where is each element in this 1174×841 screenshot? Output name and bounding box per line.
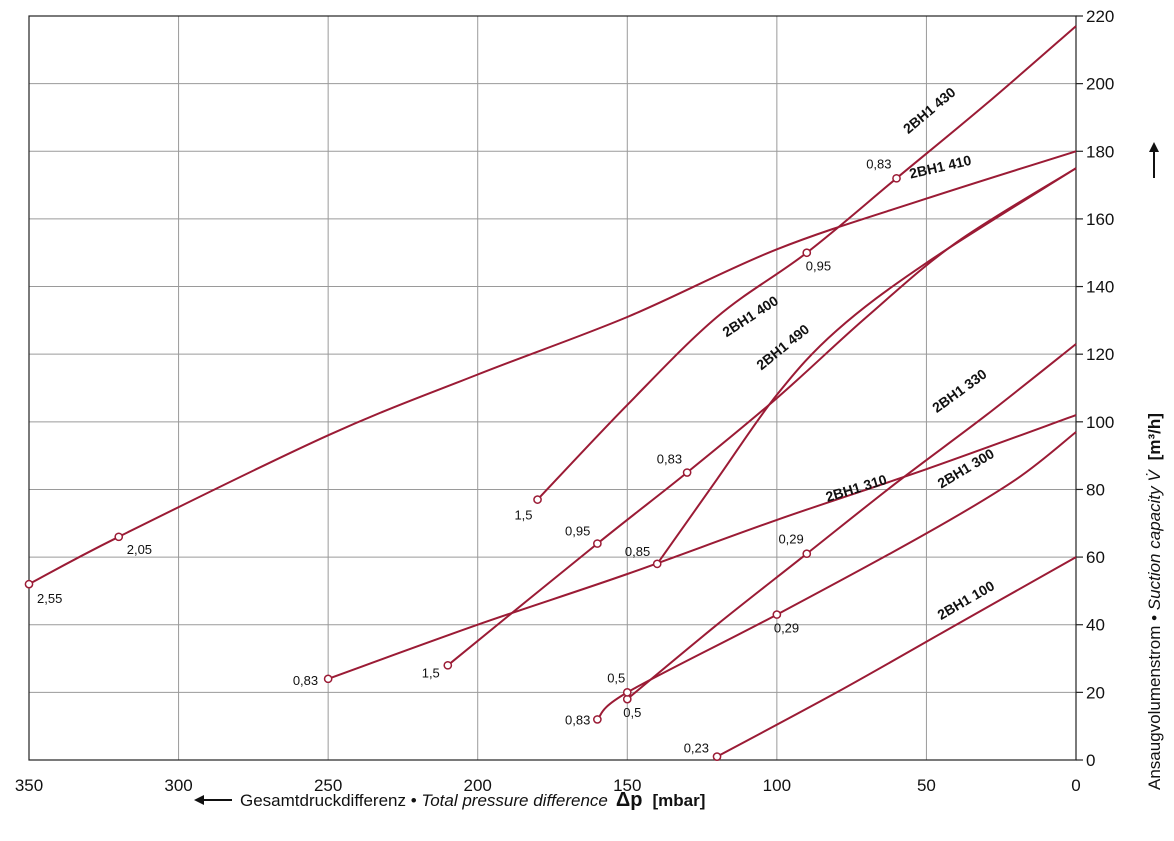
series-label-2bh1-100: 2BH1 100 xyxy=(935,577,998,622)
data-point xyxy=(24,579,34,589)
plot-frame xyxy=(28,15,1077,761)
data-label: 0,83 xyxy=(565,712,590,727)
x-tick-label: 150 xyxy=(613,776,641,795)
y-tick-label: 40 xyxy=(1086,616,1105,635)
curves xyxy=(28,25,1077,758)
y-tick-label: 80 xyxy=(1086,480,1105,499)
data-point xyxy=(593,539,602,548)
y-axis-title: Ansaugvolumenstrom • Suction capacity V̇… xyxy=(1145,142,1164,790)
data-point xyxy=(682,468,692,477)
data-point xyxy=(712,752,722,761)
y-tick-label: 200 xyxy=(1086,75,1114,94)
series-line-2bh1-330 xyxy=(626,343,1077,700)
data-point xyxy=(772,610,782,619)
data-label: 0,83 xyxy=(657,452,682,467)
x-tick-label: 200 xyxy=(464,776,492,795)
series-line-2bh1-100 xyxy=(716,556,1077,758)
data-label: 0,95 xyxy=(806,259,831,274)
data-label: 0,83 xyxy=(293,673,318,688)
data-label: 2,55 xyxy=(37,591,62,606)
series-line-2bh1-490 xyxy=(656,167,1077,565)
data-label: 0,23 xyxy=(684,741,709,756)
data-label: 0,29 xyxy=(778,532,803,547)
series-label-2bh1-310: 2BH1 310 xyxy=(824,471,889,505)
y-axis-unit: [m³/h] xyxy=(1145,413,1164,460)
data-point xyxy=(892,173,901,183)
data-point xyxy=(533,495,542,504)
series-line-2bh1-410 xyxy=(28,150,1077,585)
series-line-2bh1-300 xyxy=(596,431,1077,721)
up-arrow-icon xyxy=(1149,142,1159,178)
x-axis-title: Gesamtdruckdifferenz • Total pressure di… xyxy=(194,789,705,811)
x-tick-label: 50 xyxy=(917,776,936,795)
data-point xyxy=(802,549,812,559)
y-tick-label: 160 xyxy=(1086,210,1114,229)
data-label: 0,5 xyxy=(607,670,625,685)
data-label: 0,83 xyxy=(866,156,891,171)
y-axis-title-prefix: Ansaugvolumenstrom • xyxy=(1145,610,1164,790)
data-point xyxy=(323,674,333,684)
series-label-2bh1-400: 2BH1 400 xyxy=(719,292,781,340)
data-label: 0,29 xyxy=(774,621,799,636)
y-tick-label: 220 xyxy=(1086,7,1114,26)
x-axis-symbol: Δp xyxy=(616,789,643,811)
y-tick-label: 140 xyxy=(1086,278,1114,297)
tick-labels: 350 300 250 200 150 100 50 00 20 40 60 80 100 120 140 1… xyxy=(15,7,1115,795)
series-label-2bh1-330: 2BH1 330 xyxy=(929,366,990,416)
svg-text:Gesamtdruckdifferenz • Total p: Gesamtdruckdifferenz • Total pressure di… xyxy=(240,789,705,811)
y-tick-label: 60 xyxy=(1086,548,1105,567)
svg-text:Ansaugvolumenstrom • Suction c: Ansaugvolumenstrom • Suction capacity V̇… xyxy=(1145,413,1164,790)
x-axis-title-italic: Total pressure difference xyxy=(421,791,607,810)
data-point xyxy=(622,688,632,697)
data-label: 2,05 xyxy=(127,542,152,557)
y-axis-title-italic: Suction capacity V̇ xyxy=(1145,469,1164,611)
data-label: 0,5 xyxy=(623,705,641,720)
data-point xyxy=(443,660,453,670)
y-tick-label: 100 xyxy=(1086,413,1114,432)
series-label-2bh1-410: 2BH1 410 xyxy=(908,152,973,182)
grid xyxy=(28,15,1083,761)
data-label: 1,5 xyxy=(514,508,532,523)
x-tick-label: 350 xyxy=(15,776,43,795)
x-tick-label: 250 xyxy=(314,776,342,795)
y-tick-label: 180 xyxy=(1086,142,1114,161)
data-label: 0,95 xyxy=(565,524,590,539)
y-tick-label: 20 xyxy=(1086,683,1105,702)
x-tick-label: 300 xyxy=(164,776,192,795)
left-arrow-icon xyxy=(194,795,232,805)
data-point xyxy=(114,532,124,542)
y-tick-label: 0 xyxy=(1086,751,1095,770)
data-points: 1,5 0,95 0,83 2,55 2,05 1,5 0,95 0,83 0,85 0,5 0,2… xyxy=(24,156,901,761)
data-label: 1,5 xyxy=(422,665,440,680)
x-tick-label: 100 xyxy=(763,776,791,795)
series-label-2bh1-300: 2BH1 300 xyxy=(935,445,997,491)
series-label-2bh1-490: 2BH1 490 xyxy=(753,321,812,373)
x-axis-title-prefix: Gesamtdruckdifferenz • xyxy=(240,791,421,810)
y-tick-label: 120 xyxy=(1086,345,1114,364)
x-tick-label: 0 xyxy=(1071,776,1080,795)
x-axis-unit: [mbar] xyxy=(652,791,705,810)
data-point xyxy=(802,248,812,258)
series-line-2bh1-310 xyxy=(327,414,1077,680)
data-label: 0,85 xyxy=(625,544,650,559)
series-label-2bh1-430: 2BH1 430 xyxy=(900,84,959,137)
data-point xyxy=(652,559,662,569)
data-point xyxy=(593,715,602,724)
